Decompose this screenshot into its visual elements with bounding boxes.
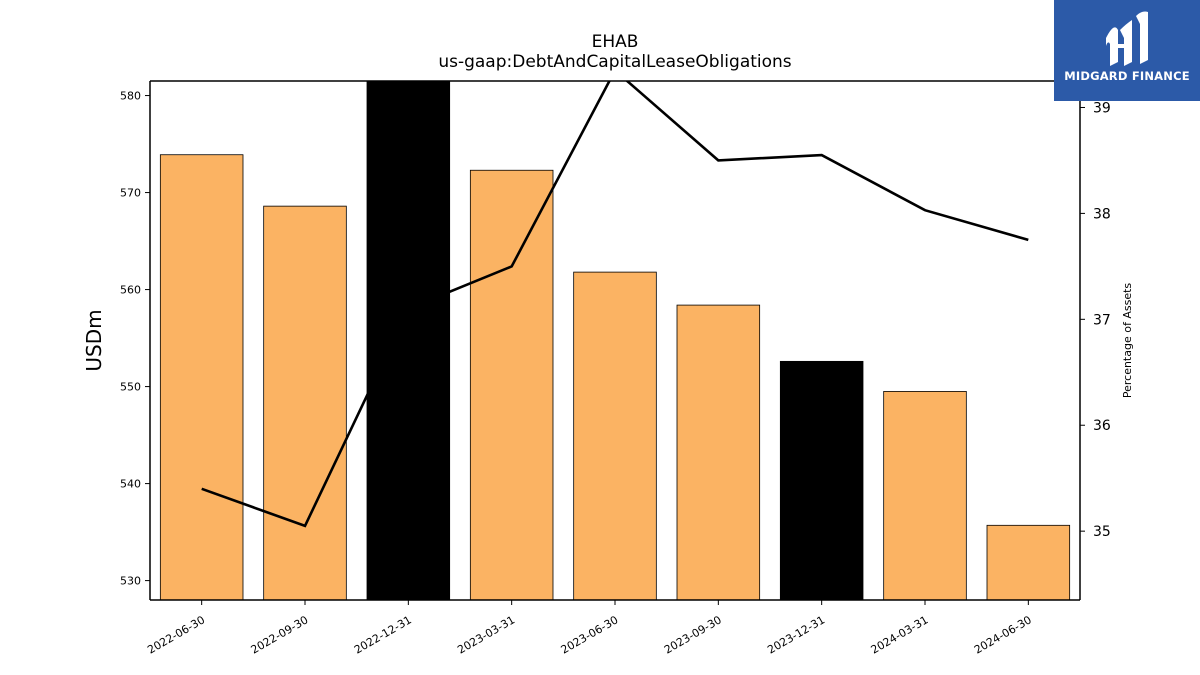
y-right-axis-title: Percentage of Assets xyxy=(1121,283,1134,399)
chart-subtitle: us-gaap:DebtAndCapitalLeaseObligations xyxy=(438,52,792,72)
bar-2024-06-30 xyxy=(986,524,1071,600)
x-tick-label: 2022-12-31 xyxy=(352,613,414,656)
y-right-tick-label: 36 xyxy=(1093,418,1111,434)
line-series xyxy=(201,81,1029,528)
x-tick-label: 2023-09-30 xyxy=(662,613,724,656)
bar-2023-06-30 xyxy=(573,271,657,600)
x-tick-label: 2024-06-30 xyxy=(972,613,1034,656)
y-right-tick-label: 38 xyxy=(1093,206,1111,222)
bar-series xyxy=(159,81,1071,600)
logo-name: MIDGARD FINANCE xyxy=(1064,69,1190,83)
y-right-tick-label: 35 xyxy=(1093,524,1111,540)
y-tick-label: 540 xyxy=(120,478,141,491)
y-right-tick-label: 39 xyxy=(1093,100,1111,116)
x-tick-label: 2023-12-31 xyxy=(765,613,827,656)
bar-2022-06-30 xyxy=(159,154,244,600)
bar-2023-12-31 xyxy=(779,360,864,600)
y-tick-label: 570 xyxy=(120,187,141,200)
chart-title: EHAB xyxy=(591,32,639,52)
y-tick-label: 560 xyxy=(120,284,141,297)
x-tick-label: 2022-06-30 xyxy=(145,613,207,656)
axes xyxy=(145,80,1085,605)
bar-2022-12-31 xyxy=(366,81,451,600)
y-right-tick-label: 37 xyxy=(1093,312,1111,328)
bar-2022-09-30 xyxy=(263,205,347,600)
bar-2023-03-31 xyxy=(469,169,554,600)
brand-logo: MIDGARD FINANCE xyxy=(1054,0,1200,101)
percentage-line xyxy=(201,81,1029,528)
x-tick-label: 2023-06-30 xyxy=(559,613,621,656)
bar-2024-03-31 xyxy=(883,391,967,600)
y-tick-label: 580 xyxy=(120,90,141,103)
x-tick-label: 2022-09-30 xyxy=(249,613,311,656)
y-tick-label: 530 xyxy=(120,575,141,588)
x-tick-label: 2024-03-31 xyxy=(869,613,931,656)
y-tick-label: 550 xyxy=(120,381,141,394)
x-tick-label: 2023-03-31 xyxy=(455,613,517,656)
y-axis-title: USDm xyxy=(82,309,106,371)
logo-mark-icon xyxy=(1106,11,1148,66)
bar-2023-09-30 xyxy=(676,304,761,600)
